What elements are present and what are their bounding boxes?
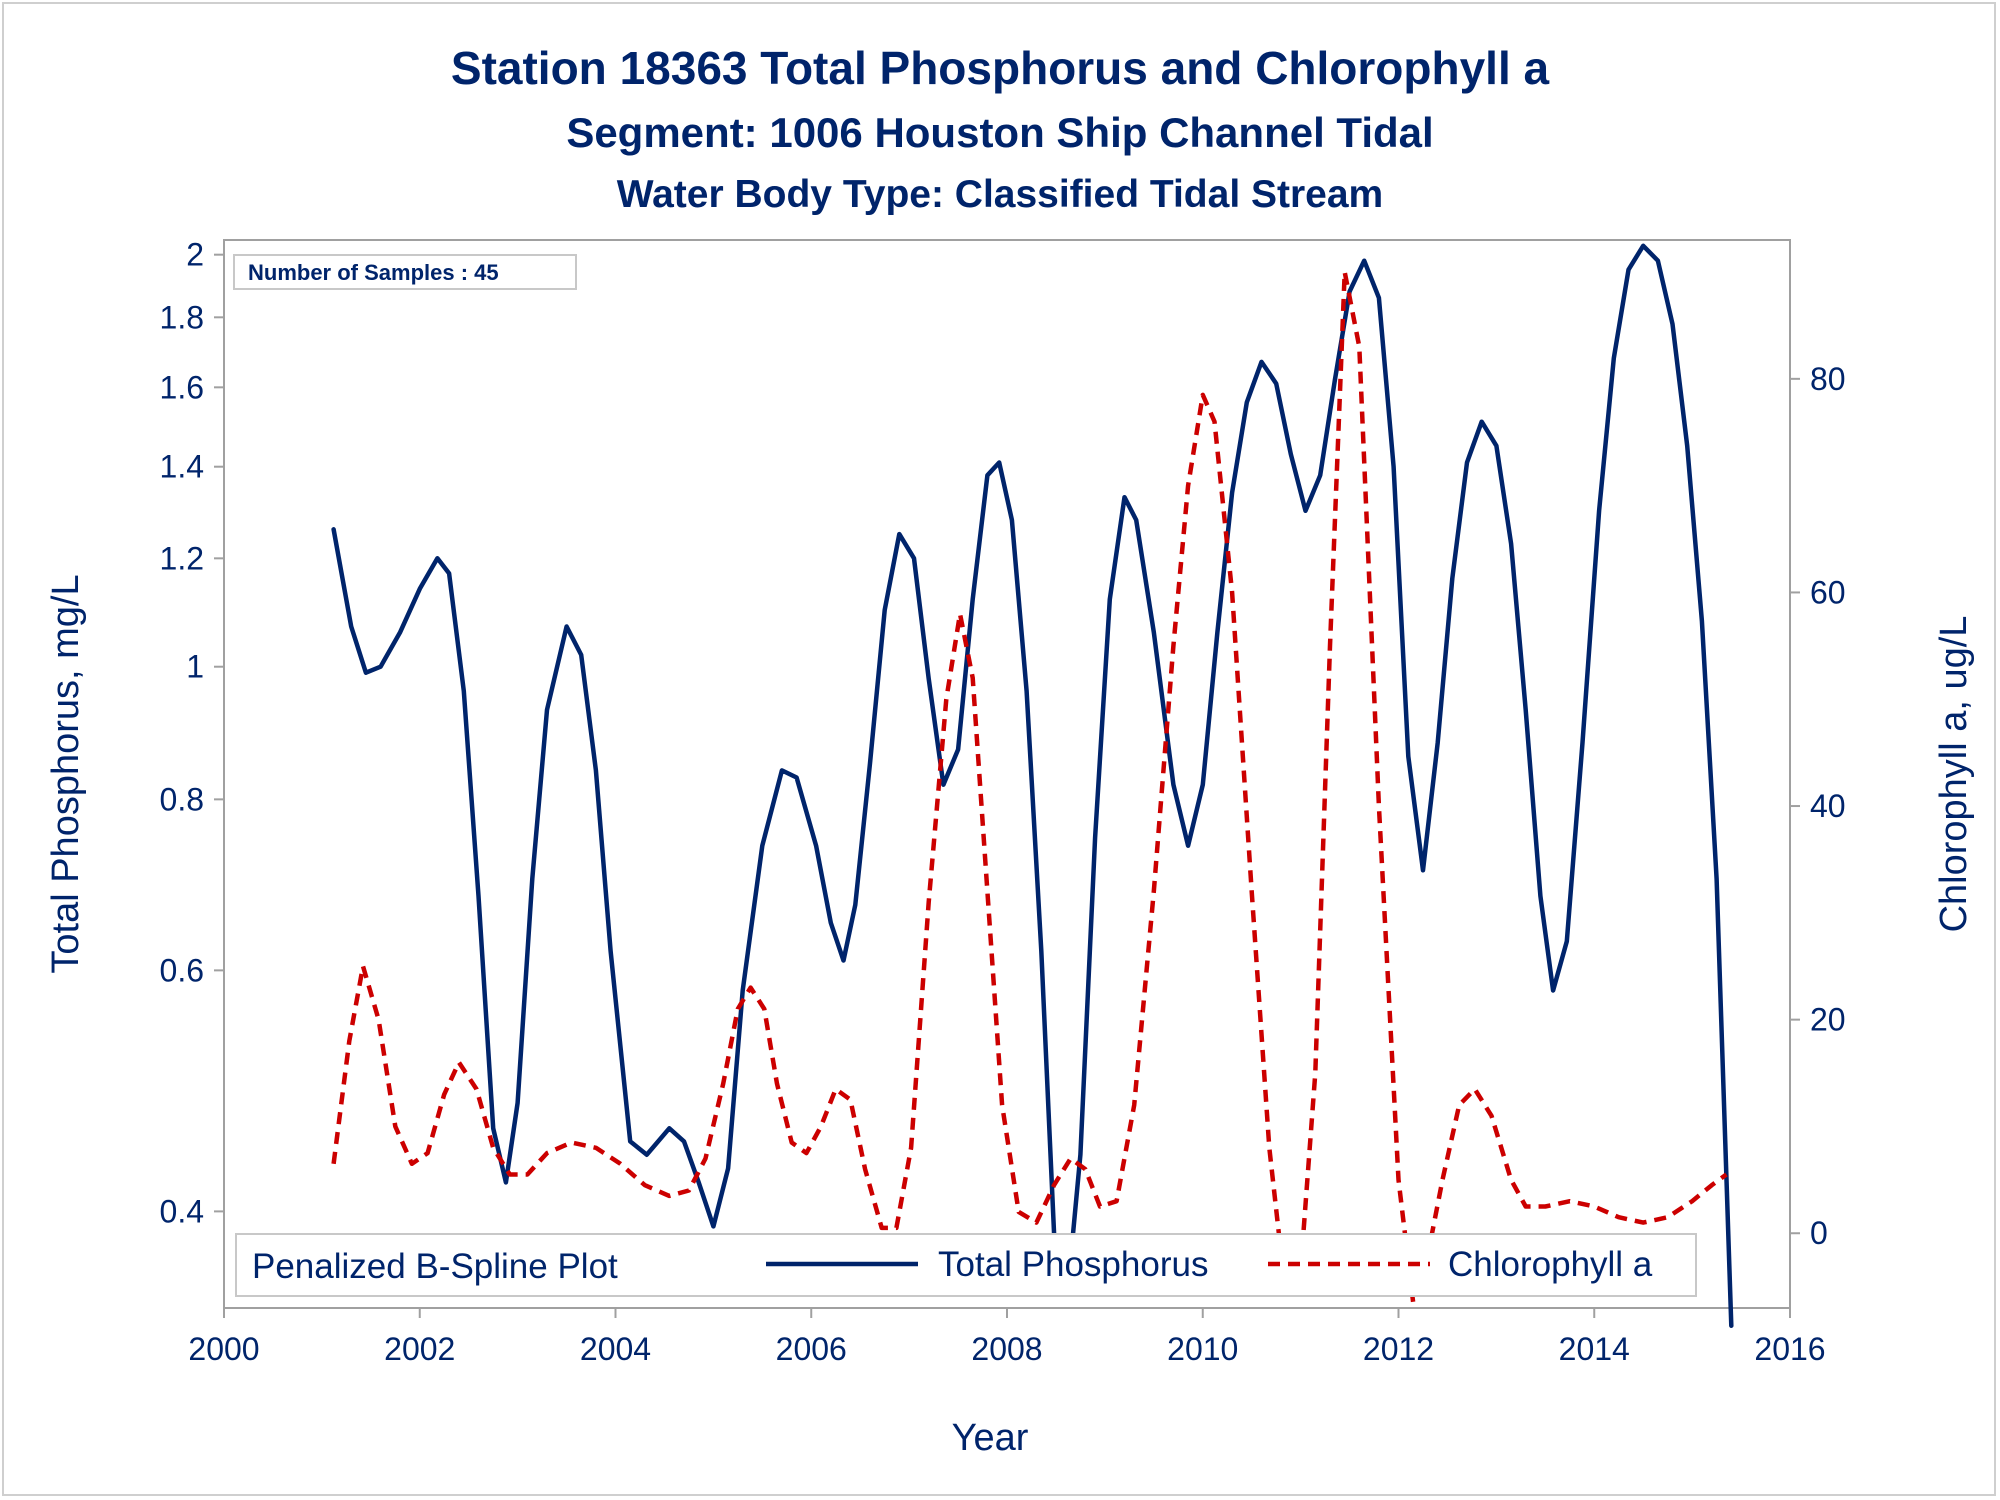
- x-tick-label: 2012: [1363, 1331, 1434, 1367]
- legend-frame: [235, 1233, 1697, 1297]
- y-tick-label: 2: [186, 237, 204, 273]
- x-tick-label: 2008: [971, 1331, 1042, 1367]
- y2-tick-label: 0: [1810, 1215, 1828, 1251]
- y2-tick-label: 40: [1810, 788, 1846, 824]
- sample-count-label: Number of Samples : 45: [248, 260, 499, 285]
- y-axis-right: 0 20 40 60 80: [1790, 361, 1846, 1251]
- y2-tick-label: 60: [1810, 574, 1846, 610]
- x-axis-label: Year: [952, 1417, 1029, 1459]
- legend-label-chlorophyll-a: Chlorophyll a: [1448, 1245, 1653, 1284]
- legend: Penalized B-Spline Plot Total Phosphorus…: [235, 1233, 1697, 1297]
- legend-title: Penalized B-Spline Plot: [252, 1247, 618, 1286]
- y2-tick-label: 20: [1810, 1002, 1846, 1038]
- y-tick-label: 1.2: [160, 540, 204, 576]
- y2-axis-label: Chlorophyll a, ug/L: [1933, 616, 1975, 933]
- sample-count-frame: [233, 254, 577, 290]
- x-tick-label: 2002: [384, 1331, 455, 1367]
- series-layer: [331, 243, 1734, 1328]
- y-tick-label: 1: [186, 649, 204, 685]
- y-tick-label: 1.4: [160, 449, 204, 485]
- x-axis: 2000 2002 2004 2006 2008 2010 2012 2014 2016: [188, 1308, 1826, 1367]
- x-tick-label: 2016: [1754, 1331, 1825, 1367]
- x-tick-label: 2014: [1559, 1331, 1630, 1367]
- y-tick-label: 0.6: [160, 952, 204, 988]
- y2-tick-label: 80: [1810, 361, 1846, 397]
- y-tick-label: 0.8: [160, 781, 204, 817]
- chart-subtitle: Segment: 1006 Houston Ship Channel Tidal: [566, 109, 1433, 156]
- chart-subtitle-2: Water Body Type: Classified Tidal Stream: [617, 173, 1383, 216]
- x-tick-label: 2010: [1167, 1331, 1238, 1367]
- y-tick-label: 0.4: [160, 1193, 204, 1229]
- plot-area: [223, 239, 1791, 1309]
- y-tick-label: 1.8: [160, 299, 204, 335]
- chart-title: Station 18363 Total Phosphorus and Chlor…: [451, 42, 1550, 94]
- sample-count-box: Number of Samples : 45: [233, 254, 577, 290]
- series-line-chlorophyll-a: [331, 269, 1728, 1305]
- y-axis-label: Total Phosphorus, mg/L: [45, 574, 87, 973]
- series-line-total-phosphorus: [331, 243, 1734, 1328]
- x-tick-label: 2004: [580, 1331, 651, 1367]
- y-tick-label: 1.6: [160, 369, 204, 405]
- x-tick-label: 2000: [188, 1331, 259, 1367]
- legend-label-total-phosphorus: Total Phosphorus: [938, 1245, 1208, 1284]
- y-axis-left: 0.4 0.6 0.8 1 1.2 1.4 1.6 1.8 2: [160, 237, 224, 1229]
- x-tick-label: 2006: [776, 1331, 847, 1367]
